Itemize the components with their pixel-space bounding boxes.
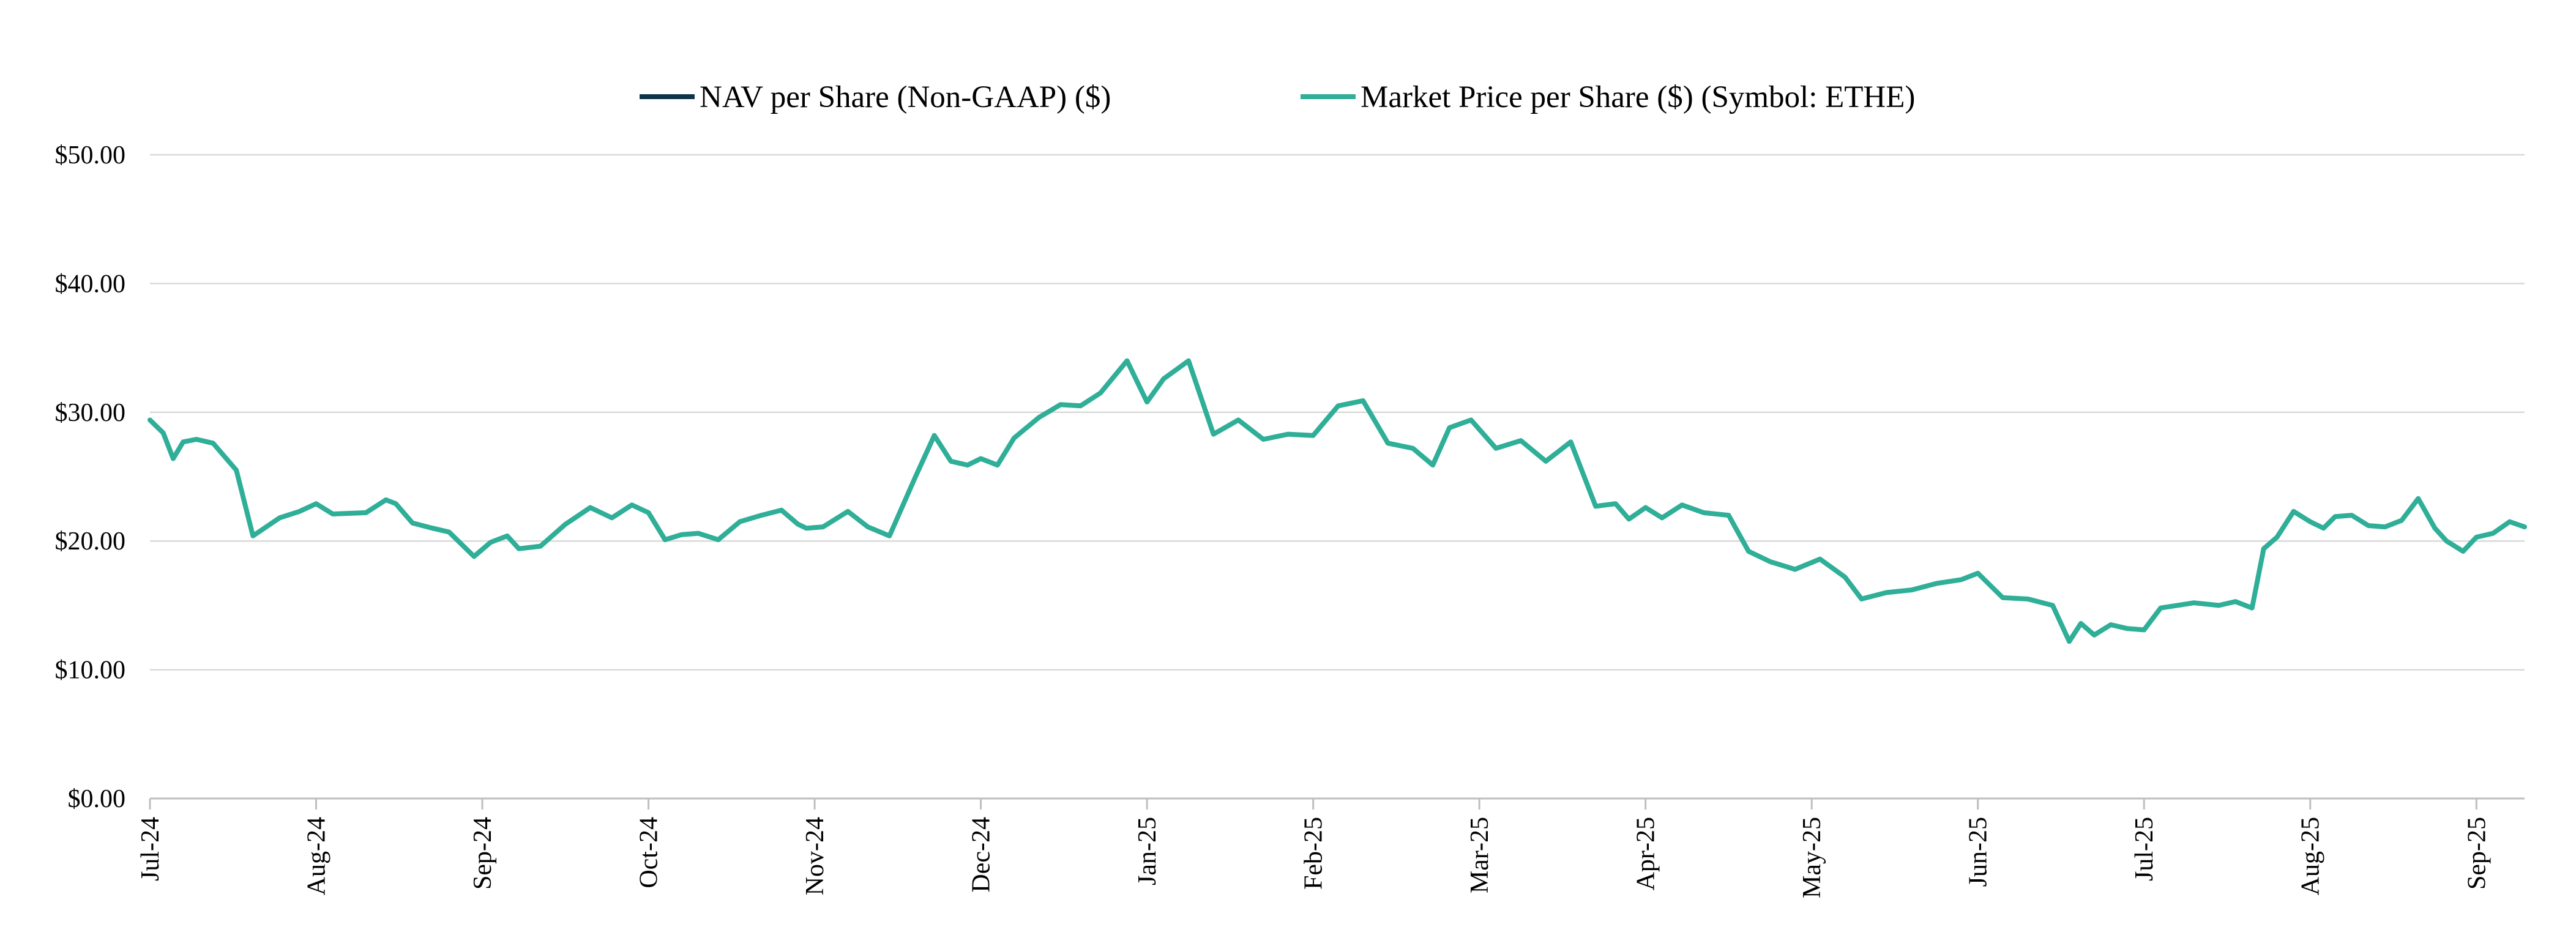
y-tick-label: $10.00 <box>55 657 126 685</box>
y-tick-label: $20.00 <box>55 527 126 556</box>
x-tick-label: Sep-25 <box>2463 817 2491 890</box>
y-tick-label: $30.00 <box>55 399 126 427</box>
x-tick-label: Nov-24 <box>801 817 829 895</box>
series-layer <box>147 358 2527 644</box>
legend-label-market: Market Price per Share ($) (Symbol: ETHE… <box>1361 80 1915 114</box>
x-axis-ticks: Jul-24 Aug-24 Sep-24 Oct-24 Nov-24 Dec-24 Jan-… <box>136 799 2491 898</box>
x-tick-label: Jul-24 <box>136 817 165 881</box>
y-tick-label: $0.00 <box>68 785 126 813</box>
series-line-market <box>147 358 2527 644</box>
y-tick-label: $40.00 <box>55 270 126 298</box>
x-tick-label: Aug-24 <box>303 817 331 895</box>
x-tick-label: Apr-25 <box>1632 817 1660 890</box>
x-tick-label: Jul-25 <box>2130 817 2159 881</box>
x-tick-label: May-25 <box>1798 817 1826 898</box>
chart-legend: NAV per Share (Non-GAAP) ($) Market Pric… <box>640 80 1915 114</box>
y-tick-label: $50.00 <box>55 141 126 169</box>
x-tick-label: Dec-24 <box>968 817 996 893</box>
gridlines <box>150 154 2525 800</box>
y-axis-ticks: $0.00 $10.00 $20.00 $30.00 $40.00 $50.00 <box>55 141 126 813</box>
x-tick-label: Mar-25 <box>1466 817 1494 893</box>
x-tick-label: Aug-25 <box>2297 817 2325 895</box>
x-tick-label: Oct-24 <box>635 817 663 888</box>
x-tick-label: Jun-25 <box>1965 817 1993 887</box>
x-tick-label: Feb-25 <box>1300 817 1328 890</box>
x-tick-label: Sep-24 <box>469 817 497 890</box>
legend-label-nav: NAV per Share (Non-GAAP) ($) <box>700 80 1111 114</box>
x-tick-label: Jan-25 <box>1133 817 1162 885</box>
